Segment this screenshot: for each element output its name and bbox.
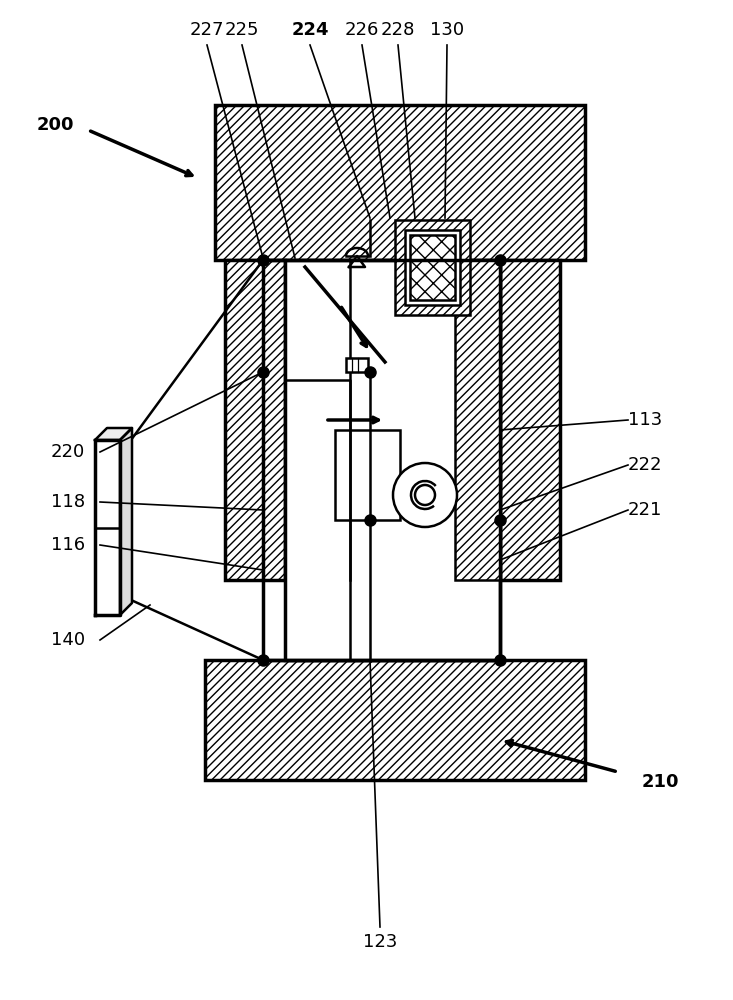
Bar (405, 230, 460, 305)
Bar (395, 220, 470, 315)
Polygon shape (120, 428, 132, 615)
Bar (346, 358, 368, 372)
Text: 116: 116 (51, 536, 85, 554)
Text: 220: 220 (51, 443, 85, 461)
Text: 130: 130 (430, 21, 464, 39)
Polygon shape (95, 440, 120, 615)
Polygon shape (95, 428, 132, 440)
Text: 221: 221 (627, 501, 662, 519)
Bar (205, 660, 585, 780)
Text: 200: 200 (36, 116, 74, 134)
Circle shape (415, 485, 435, 505)
Text: 227: 227 (190, 21, 224, 39)
Text: 210: 210 (641, 773, 679, 791)
Text: 113: 113 (628, 411, 662, 429)
Text: 224: 224 (291, 21, 328, 39)
Bar (410, 235, 455, 300)
Circle shape (393, 463, 457, 527)
Bar (500, 260, 560, 580)
Text: 225: 225 (225, 21, 259, 39)
Text: 118: 118 (51, 493, 85, 511)
Text: 123: 123 (363, 933, 397, 951)
Bar (215, 105, 585, 260)
Bar (335, 430, 400, 520)
Text: 222: 222 (627, 456, 662, 474)
Text: 140: 140 (51, 631, 85, 649)
Bar (285, 260, 500, 660)
Bar (225, 260, 285, 580)
Polygon shape (349, 256, 365, 267)
Text: 226: 226 (345, 21, 379, 39)
Text: 228: 228 (381, 21, 415, 39)
Bar (455, 260, 500, 580)
